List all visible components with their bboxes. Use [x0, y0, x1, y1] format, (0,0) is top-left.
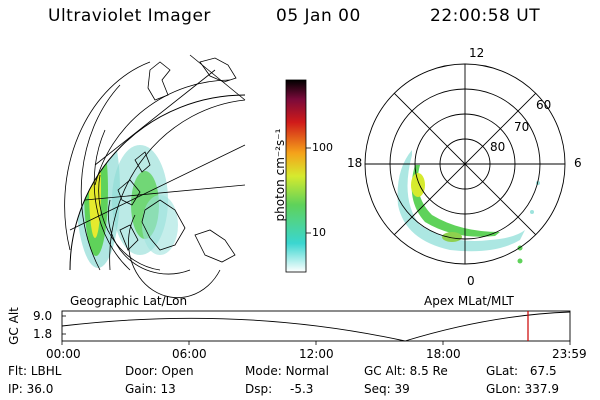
timeline-ylabel: GC Alt — [7, 307, 21, 345]
footer-flt-value: LBHL — [30, 364, 62, 378]
footer-gcalt-label: GC Alt: — [364, 364, 406, 378]
image-title: Ultraviolet Imager — [48, 6, 211, 26]
image-date: 05 Jan 00 — [276, 6, 361, 26]
footer-gain: Gain: 13 — [125, 382, 176, 396]
mlt-label-0: 0 — [467, 274, 475, 288]
mlt-label-6: 6 — [574, 156, 582, 170]
footer-glat: GLat: 67.5 — [486, 364, 557, 378]
footer-gain-label: Gain: — [125, 382, 157, 396]
footer-dsp-label: Dsp: — [245, 382, 273, 396]
timeline-xtick-2359: 23:59 — [552, 347, 587, 361]
colorbar — [285, 79, 311, 273]
mlat-label-80: 80 — [490, 140, 506, 154]
footer-dsp: Dsp: -5.3 — [245, 382, 313, 396]
mlat-label-60: 60 — [536, 98, 552, 112]
footer-mode: Mode: Normal — [245, 364, 329, 378]
footer-glat-value: 67.5 — [529, 364, 557, 378]
polar-aurora — [397, 150, 540, 264]
colorbar-unit-label: photon cm⁻²s⁻¹ — [273, 128, 287, 222]
footer-gcalt: GC Alt: 8.5 Re — [364, 364, 448, 378]
footer-gcalt-value: 8.5 Re — [409, 364, 448, 378]
altitude-timeline — [61, 310, 571, 345]
timeline-ytick-1.8: 1.8 — [33, 327, 53, 341]
footer-dsp-value: -5.3 — [289, 382, 314, 396]
mlt-label-18: 18 — [347, 156, 363, 170]
footer-glon: GLon: 337.9 — [486, 382, 559, 396]
colorbar-tick-10: 10 — [312, 226, 326, 239]
footer-flt-label: Flt: — [8, 364, 27, 378]
footer-seq: Seq: 39 — [364, 382, 410, 396]
footer-seq-value: 39 — [394, 382, 410, 396]
timeline-xtick-0000: 00:00 — [46, 347, 81, 361]
image-time: 22:00:58 UT — [430, 6, 541, 26]
footer-glon-value: 337.9 — [524, 382, 559, 396]
timeline-ytick-9: 9.0 — [33, 309, 53, 323]
timeline-xtick-1200: 12:00 — [299, 347, 334, 361]
footer-door: Door: Open — [125, 364, 194, 378]
polar-plot — [364, 63, 566, 265]
footer-door-value: Open — [161, 364, 194, 378]
footer-door-label: Door: — [125, 364, 158, 378]
geographic-map — [64, 54, 246, 299]
footer-flt: Flt: LBHL — [8, 364, 61, 378]
mlt-label-12: 12 — [469, 46, 485, 60]
footer-seq-label: Seq: — [364, 382, 391, 396]
colorbar-tick-100: 100 — [312, 141, 333, 154]
mlat-label-70: 70 — [514, 120, 530, 134]
geographic-label: Geographic Lat/Lon — [70, 294, 188, 308]
left-aurora — [76, 112, 178, 268]
footer-gain-value: 13 — [160, 382, 176, 396]
footer-ip-value: 36.0 — [26, 382, 54, 396]
footer-ip: IP: 36.0 — [8, 382, 53, 396]
footer-mode-label: Mode: — [245, 364, 282, 378]
timeline-xtick-0600: 06:00 — [172, 347, 207, 361]
footer-mode-value: Normal — [285, 364, 329, 378]
footer-ip-label: IP: — [8, 382, 23, 396]
footer-glat-label: GLat: — [486, 364, 519, 378]
apex-label: Apex MLat/MLT — [424, 294, 514, 308]
timeline-xtick-1800: 18:00 — [426, 347, 461, 361]
footer-glon-label: GLon: — [486, 382, 521, 396]
